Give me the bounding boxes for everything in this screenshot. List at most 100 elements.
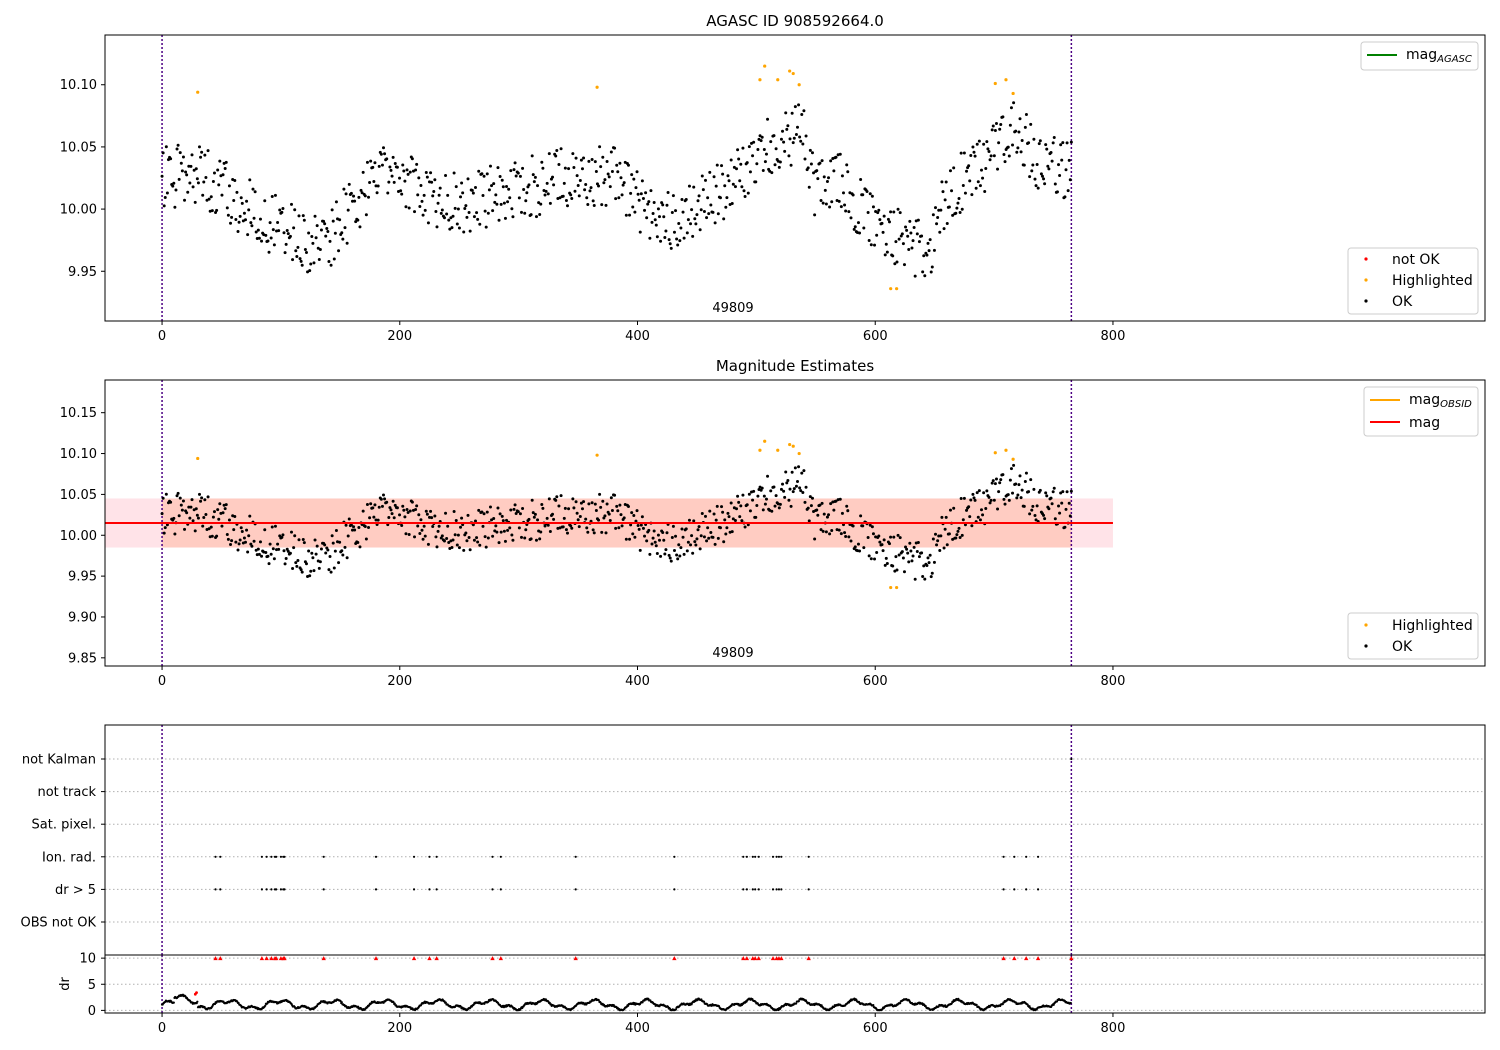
mag-highlighted-point (993, 451, 997, 455)
mag-ok-point (795, 125, 799, 129)
mag-ok-point (547, 152, 551, 156)
mag-highlighted-point (196, 456, 200, 461)
mag-ok-point (1020, 488, 1024, 492)
mag-ok-point (466, 177, 470, 181)
mag-ok-point (954, 211, 958, 215)
mag-ok-point (820, 159, 824, 163)
mag-ok-point (383, 497, 387, 501)
mag-ok-point (626, 504, 630, 508)
flag-marker (283, 888, 286, 891)
mag-ok-point (369, 502, 373, 506)
mag-ok-point (873, 557, 877, 561)
mag-ok-point (447, 540, 451, 544)
flag-marker (412, 855, 416, 858)
mag-ok-point (815, 169, 819, 173)
mag-ok-point (341, 237, 345, 241)
mag-ok-point (715, 163, 719, 167)
mag-ok-point (163, 526, 167, 530)
mag-ok-point (539, 530, 543, 534)
mag-ok-point (679, 546, 683, 550)
mag-ok-point (177, 514, 181, 518)
mag-ok-point (984, 507, 988, 511)
mag-ok-point (689, 543, 693, 547)
mag-ok-point (981, 513, 985, 517)
flag-marker (275, 888, 278, 891)
mag-ok-point (809, 162, 813, 166)
mag-ok-point (358, 225, 362, 229)
mag-ok-point (602, 181, 606, 185)
mag-ok-point (781, 482, 785, 486)
mag-ok-point (415, 504, 419, 508)
mag-ok-point (272, 243, 276, 247)
dr-clipped-marker (427, 956, 432, 961)
flag-marker (491, 888, 494, 891)
mag-ok-point (425, 175, 429, 179)
mag-ok-point (570, 526, 574, 530)
mag-ok-point (434, 209, 438, 213)
dr-clipped-marker (269, 956, 274, 961)
mag-ok-point (247, 534, 251, 538)
mag-ok-point (738, 179, 742, 183)
mag-ok-point (181, 499, 185, 503)
mag-ok-point (823, 188, 827, 192)
mag-ok-point (314, 236, 318, 240)
mag-ok-point (317, 566, 321, 570)
mag-ok-point (779, 137, 783, 141)
mag-ok-point (665, 531, 669, 535)
mag-ok-point (252, 539, 256, 543)
dr-clipped-marker (218, 956, 223, 961)
mag-ok-point (882, 538, 886, 542)
mag-ok-point (916, 218, 920, 222)
flag-marker (1025, 888, 1028, 891)
mag-ok-point (347, 517, 351, 521)
mag-ok-point (816, 513, 820, 517)
mag-ok-point (445, 536, 449, 540)
flag-marker (275, 855, 278, 858)
y-tick-label: 10.05 (60, 488, 97, 503)
mag-ok-point (346, 534, 350, 538)
mag-ok-point (201, 193, 205, 197)
mag-ok-point (337, 561, 341, 565)
mag-ok-point (810, 151, 814, 155)
mag-ok-point (993, 482, 997, 486)
mag-ok-point (1012, 463, 1016, 467)
mag-ok-point (340, 549, 344, 553)
mag-ok-point (540, 502, 544, 506)
mag-ok-point (803, 157, 807, 161)
mag-ok-point (856, 221, 860, 225)
mag-ok-point (184, 170, 188, 174)
mag-ok-point (726, 174, 730, 178)
mag-highlighted-point (889, 585, 893, 590)
mag-ok-point (471, 523, 475, 527)
mag-ok-point (843, 531, 847, 535)
mag-ok-point (1003, 160, 1007, 164)
dr-clipped-marker (779, 956, 784, 961)
mag-ok-point (293, 534, 297, 538)
mag-ok-point (344, 192, 348, 196)
mag-highlighted-point (1011, 457, 1015, 461)
mag-ok-point (561, 194, 565, 198)
mag-ok-point (442, 539, 446, 543)
mag-ok-point (650, 542, 654, 546)
dr-point (899, 1002, 902, 1005)
mag-ok-point (791, 490, 795, 494)
mag-ok-point (1031, 163, 1035, 167)
mag-ok-point (957, 197, 961, 201)
mag-ok-point (1064, 507, 1068, 511)
mag-ok-point (945, 543, 949, 547)
mag-ok-point (818, 161, 822, 165)
mag-ok-point (352, 525, 356, 529)
mag-ok-point (1063, 525, 1067, 529)
mag-ok-point (375, 191, 379, 195)
mag-ok-point (280, 210, 284, 214)
mag-ok-point (739, 504, 743, 508)
mag-ok-point (671, 194, 675, 198)
mag-ok-point (741, 146, 745, 150)
mag-ok-point (406, 510, 410, 514)
mag-ok-point (700, 511, 704, 515)
mag-ok-point (175, 147, 179, 151)
mag-ok-point (994, 477, 998, 481)
mag-ok-point (778, 160, 782, 164)
